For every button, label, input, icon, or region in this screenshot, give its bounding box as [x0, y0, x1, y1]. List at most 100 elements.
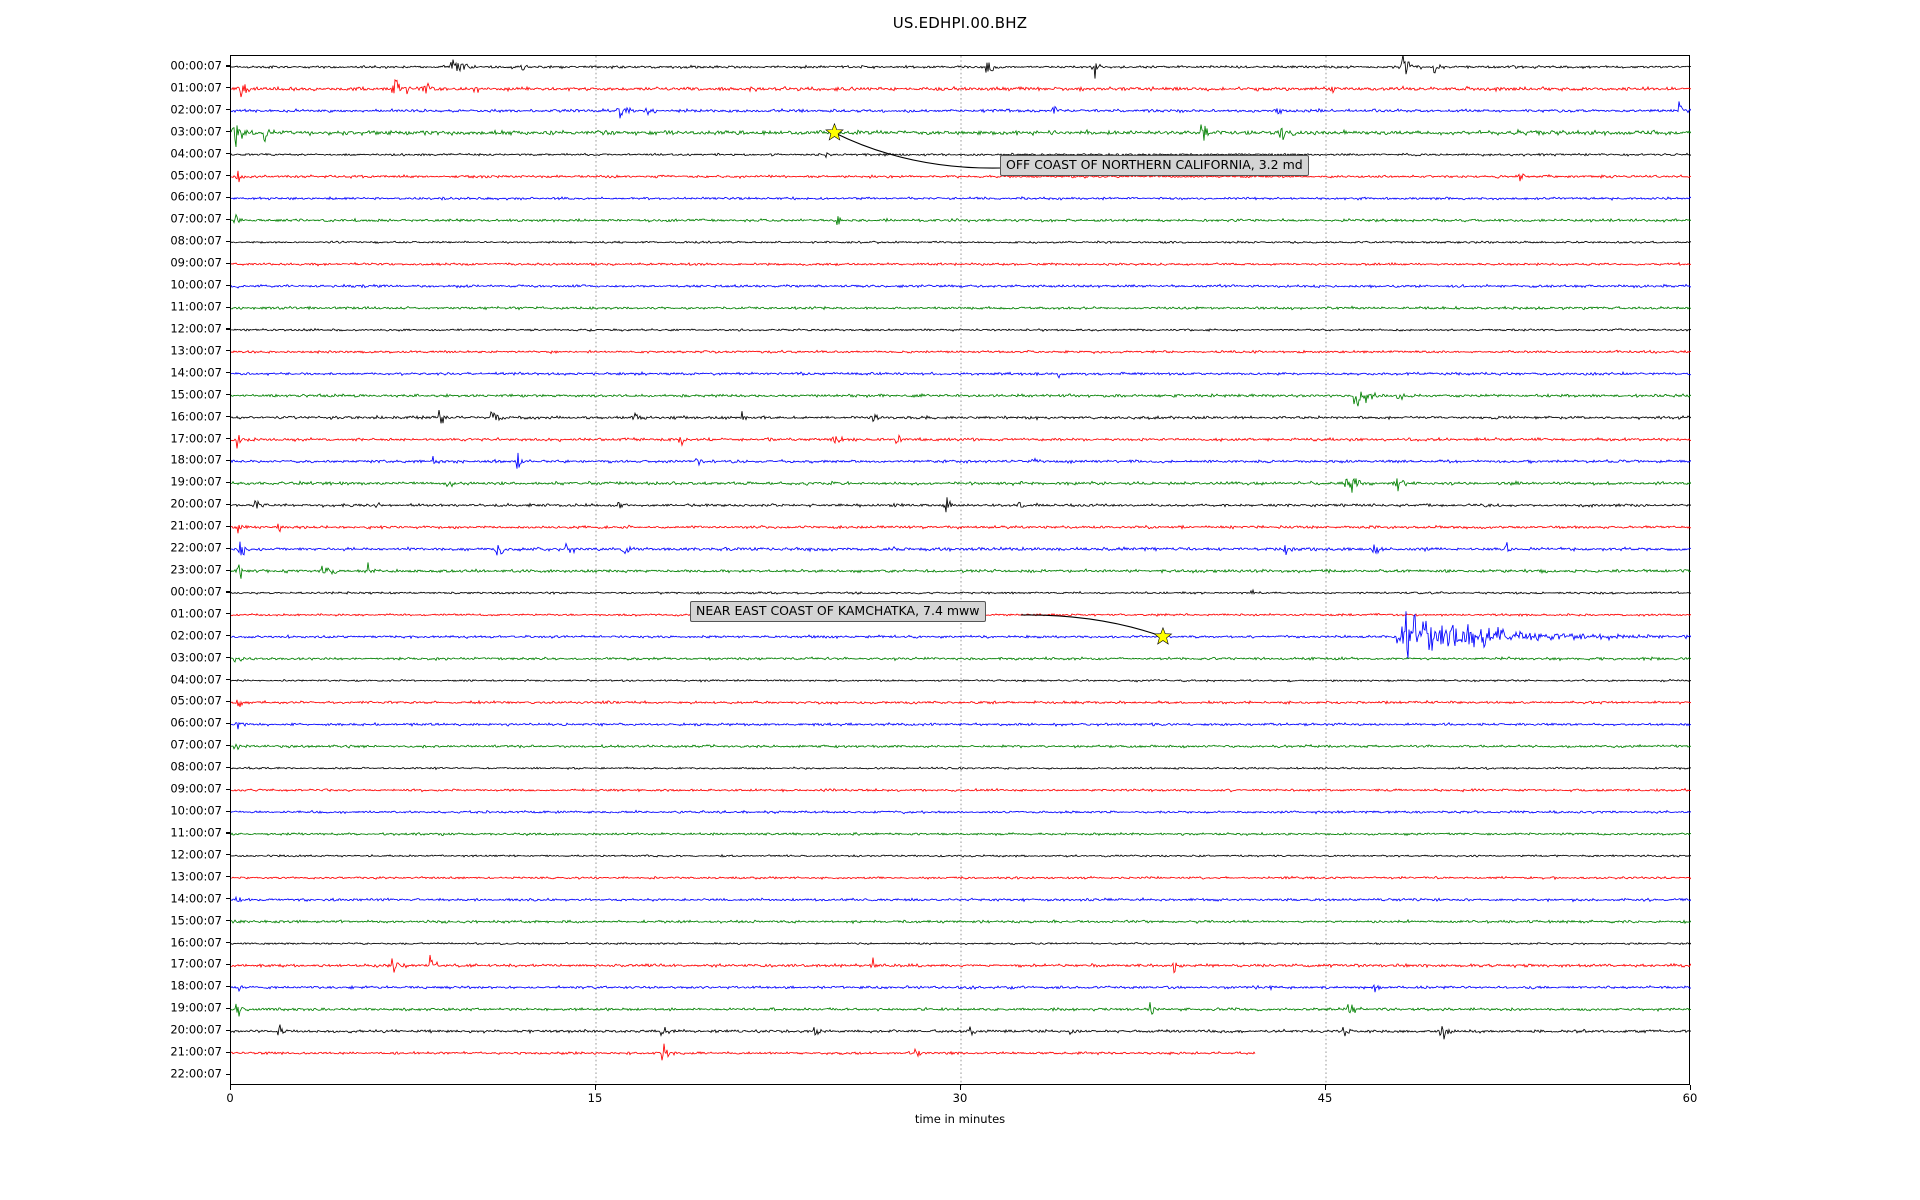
x-axis-tick-label: 30	[952, 1091, 968, 1105]
y-axis-tick-label: 00:00:07	[170, 58, 222, 73]
y-axis-tick-label: 00:00:07	[170, 584, 222, 599]
trace-line	[231, 305, 1691, 311]
trace-line	[231, 523, 1691, 534]
y-axis-tick-mark	[226, 372, 231, 374]
y-axis-tick-mark	[226, 481, 231, 483]
y-axis-tick-label: 06:00:07	[170, 189, 222, 204]
seismic-traces	[231, 56, 1691, 1086]
event-leader-line	[834, 132, 1002, 169]
x-axis-tick-mark	[230, 1085, 232, 1090]
y-axis-tick-label: 14:00:07	[170, 365, 222, 380]
trace-line	[231, 831, 1691, 837]
trace-line	[231, 853, 1691, 858]
event-star-marker[interactable]	[825, 122, 844, 141]
event-label-box[interactable]: NEAR EAST COAST OF KAMCHATKA, 7.4 mww	[690, 601, 986, 623]
y-axis-tick-mark	[226, 657, 231, 659]
trace-line	[231, 452, 1691, 469]
y-axis-tick-label: 07:00:07	[170, 737, 222, 752]
y-axis-tick-mark	[226, 284, 231, 286]
y-axis-tick-label: 05:00:07	[170, 693, 222, 708]
trace-line	[231, 766, 1691, 771]
y-axis-tick-label: 16:00:07	[170, 934, 222, 949]
trace-line	[231, 588, 1691, 595]
page-title: US.EDHPI.00.BHZ	[892, 14, 1028, 32]
y-axis-tick-mark	[226, 306, 231, 308]
y-axis-tick-label: 16:00:07	[170, 408, 222, 423]
trace-line	[231, 349, 1691, 355]
trace-line	[231, 1043, 1256, 1061]
trace-line	[231, 611, 1691, 659]
y-axis-tick-label: 20:00:07	[170, 1022, 222, 1037]
y-axis-tick-mark	[226, 1007, 231, 1009]
trace-line	[231, 678, 1691, 683]
y-axis-tick-mark	[226, 635, 231, 637]
trace-line	[231, 983, 1691, 993]
trace-line	[231, 410, 1691, 424]
trace-line	[231, 170, 1691, 183]
trace-line	[231, 240, 1691, 245]
trace-line	[231, 743, 1691, 751]
y-axis-tick-mark	[226, 613, 231, 615]
x-axis-tick-label: 0	[226, 1091, 234, 1105]
y-axis-tick-mark	[226, 503, 231, 505]
y-axis-tick-label: 02:00:07	[170, 102, 222, 117]
trace-line	[231, 152, 1691, 159]
plot-axes	[230, 55, 1691, 1086]
y-axis-tick-mark	[226, 394, 231, 396]
y-axis-tick-mark	[226, 459, 231, 462]
trace-line	[231, 954, 1691, 974]
trace-line	[231, 895, 1691, 903]
y-axis-tick-label: 19:00:07	[170, 1000, 222, 1015]
trace-line	[231, 562, 1691, 579]
event-star-marker[interactable]	[1153, 626, 1173, 645]
y-axis-tick-label: 03:00:07	[170, 649, 222, 664]
y-axis-tick-mark	[226, 218, 231, 220]
y-axis-tick-mark	[226, 722, 231, 724]
y-axis-tick-label: 01:00:07	[170, 606, 222, 621]
y-axis-tick-mark	[226, 262, 231, 264]
y-axis-tick-mark	[226, 1051, 231, 1053]
y-axis-tick-mark	[226, 788, 231, 790]
y-axis-tick-mark	[226, 350, 231, 352]
y-axis-tick-mark	[226, 679, 231, 681]
y-axis-tick-label: 21:00:07	[170, 1044, 222, 1059]
y-axis-tick-mark	[226, 525, 231, 527]
y-axis-tick-label: 22:00:07	[170, 540, 222, 555]
y-axis-tick-mark	[226, 766, 231, 768]
trace-line	[231, 391, 1691, 407]
y-axis-tick-mark	[226, 196, 231, 199]
y-axis-tick-mark	[226, 832, 231, 834]
event-label-box[interactable]: OFF COAST OF NORTHERN CALIFORNIA, 3.2 md	[1000, 155, 1309, 177]
y-axis-tick-mark	[226, 591, 231, 593]
y-axis-tick-mark	[226, 810, 231, 812]
x-axis-tick-mark	[595, 1085, 597, 1090]
y-axis-tick-mark	[226, 744, 231, 746]
y-axis-tick-mark	[226, 87, 231, 89]
trace-line	[231, 875, 1691, 881]
y-axis-tick-labels: 00:00:07 01:00:07 02:00:07 03:00:07 04:00:07…	[0, 55, 222, 1085]
y-axis-tick-label: 13:00:07	[170, 343, 222, 358]
trace-line	[231, 699, 1691, 707]
y-axis-tick-label: 06:00:07	[170, 715, 222, 730]
trace-line	[231, 124, 1691, 148]
y-axis-tick-label: 03:00:07	[170, 123, 222, 138]
y-axis-tick-label: 02:00:07	[170, 627, 222, 642]
y-axis-tick-label: 12:00:07	[170, 847, 222, 862]
y-axis-tick-label: 09:00:07	[170, 255, 222, 270]
x-axis-tick-mark	[960, 1085, 962, 1090]
trace-line	[231, 261, 1691, 267]
trace-line	[231, 78, 1691, 98]
y-axis-tick-mark	[226, 65, 231, 67]
y-axis-tick-marks	[0, 55, 232, 1085]
y-axis-tick-label: 09:00:07	[170, 781, 222, 796]
y-axis-tick-label: 05:00:07	[170, 167, 222, 182]
y-axis-tick-label: 04:00:07	[170, 145, 222, 160]
y-axis-tick-mark	[226, 1073, 231, 1075]
y-axis-tick-mark	[226, 240, 231, 242]
y-axis-tick-mark	[226, 416, 231, 418]
y-axis-tick-label: 13:00:07	[170, 869, 222, 884]
trace-line	[231, 541, 1691, 556]
trace-line	[231, 213, 1691, 226]
y-axis-tick-mark	[226, 985, 231, 987]
